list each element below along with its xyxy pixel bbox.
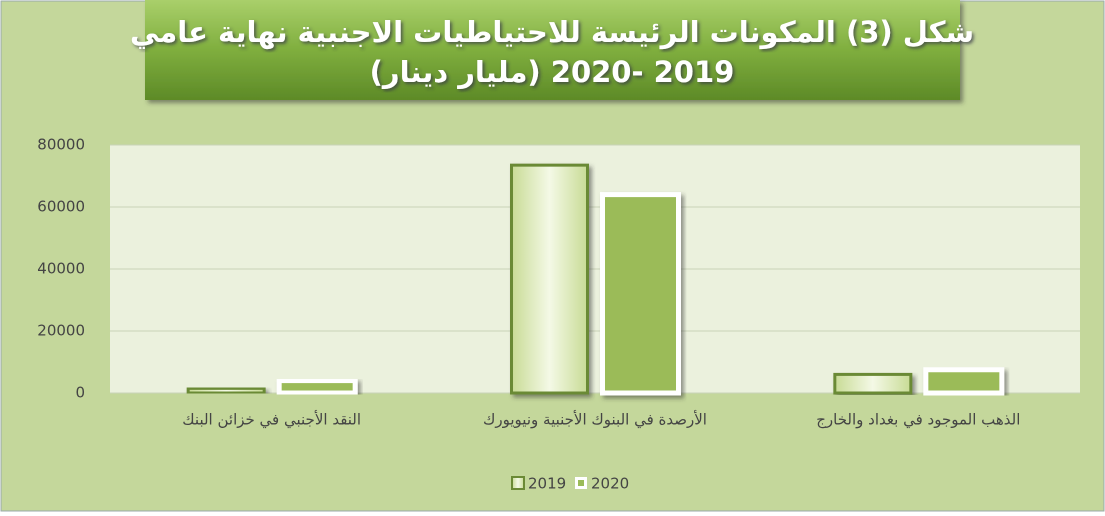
bar bbox=[833, 372, 913, 395]
bar bbox=[186, 386, 266, 395]
chart-title: 2019 -2020 (مليار دينار) bbox=[370, 55, 735, 89]
chart-title: شكل (3) المكونات الرئيسة للاحتياطيات الا… bbox=[130, 15, 974, 49]
x-tick-label: النقد الأجنبي في خزائن البنك bbox=[182, 410, 361, 430]
legend-label: 2020 bbox=[591, 475, 629, 493]
bar bbox=[510, 163, 589, 395]
bar bbox=[600, 192, 681, 396]
y-tick-label: 60000 bbox=[37, 198, 85, 216]
title-banner bbox=[145, 0, 960, 100]
y-tick-label: 0 bbox=[75, 384, 85, 402]
y-tick-label: 20000 bbox=[37, 322, 85, 340]
legend-swatch bbox=[578, 480, 584, 486]
legend-label: 2019 bbox=[528, 475, 566, 493]
x-tick-label: الذهب الموجود في بغداد والخارج bbox=[816, 411, 1020, 430]
y-tick-label: 80000 bbox=[37, 136, 85, 154]
bar bbox=[923, 367, 1005, 396]
x-tick-label: الأرصدة في البنوك الأجنبية ونيويورك bbox=[483, 410, 707, 430]
bar bbox=[276, 378, 358, 396]
y-tick-label: 40000 bbox=[37, 260, 85, 278]
legend-swatch bbox=[511, 476, 525, 490]
